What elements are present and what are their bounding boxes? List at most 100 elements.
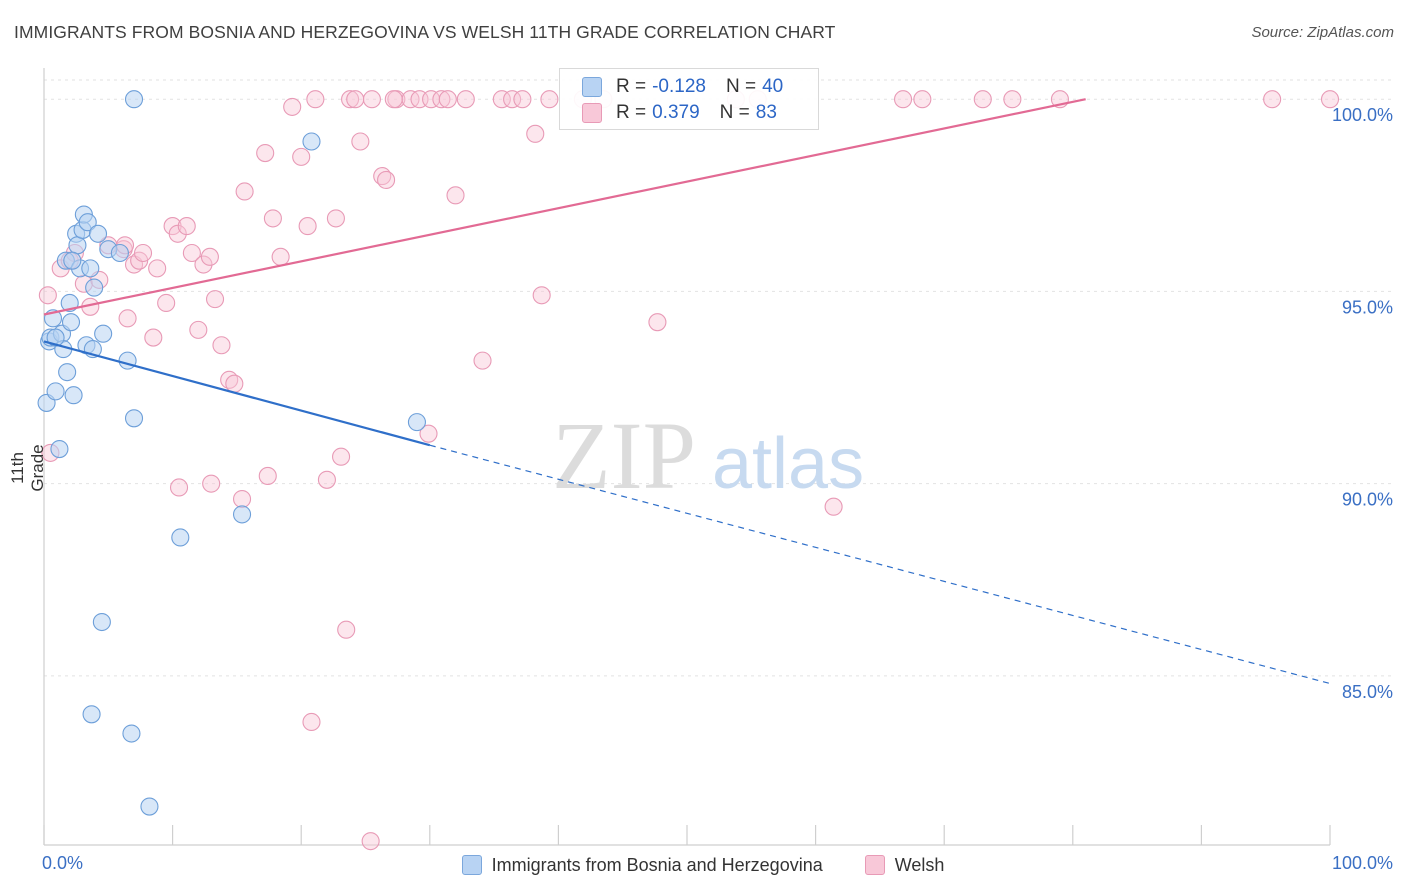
welsh-point: [540, 90, 559, 109]
welsh-point: [526, 124, 545, 143]
x-tick-label: 100.0%: [1332, 853, 1393, 873]
axes: [43, 68, 1331, 846]
welsh-point: [377, 170, 396, 189]
welsh-point: [503, 90, 522, 109]
welsh-point: [438, 90, 457, 109]
bosnia-points: [37, 90, 426, 816]
chart-title: IMMIGRANTS FROM BOSNIA AND HERZEGOVINA V…: [14, 22, 836, 42]
welsh-point: [118, 309, 137, 328]
welsh-point: [326, 209, 345, 228]
welsh-point: [258, 466, 277, 486]
y-tick-label: 100.0%: [1332, 105, 1393, 125]
r-value-welsh: 0.379: [652, 102, 700, 123]
welsh-point: [225, 374, 244, 393]
source-credit: Source: ZipAtlas.com: [1251, 24, 1394, 41]
welsh-point: [824, 497, 843, 516]
welsh-point: [202, 474, 221, 493]
welsh-point: [200, 247, 219, 266]
welsh-point: [419, 424, 438, 443]
bosnia-point: [64, 386, 83, 405]
welsh-point: [271, 247, 290, 266]
welsh-point: [292, 147, 311, 166]
welsh-point: [346, 90, 365, 109]
legend-row-bosnia: R = -0.128 N = 40: [582, 75, 783, 99]
welsh-point: [232, 489, 252, 509]
welsh-point: [332, 447, 351, 466]
bosnia-point: [122, 724, 141, 743]
welsh-point: [144, 328, 163, 347]
welsh-point: [194, 255, 213, 274]
bosnia-point: [302, 132, 321, 151]
welsh-points: [38, 90, 1340, 851]
welsh-point: [1320, 90, 1340, 109]
welsh-point: [306, 90, 325, 109]
welsh-point: [432, 90, 451, 109]
welsh-point: [317, 470, 336, 489]
legend-label-bosnia: Immigrants from Bosnia and Herzegovina: [491, 854, 823, 875]
welsh-point: [263, 209, 282, 228]
bosnia-point: [46, 382, 65, 401]
welsh-point: [148, 259, 167, 278]
welsh-point: [337, 620, 356, 639]
welsh-point: [235, 182, 254, 201]
welsh-point: [38, 286, 57, 305]
bosnia-point: [63, 251, 82, 270]
welsh-point: [362, 90, 381, 109]
watermark-atlas: atlas: [712, 424, 864, 504]
welsh-point: [1263, 90, 1282, 109]
r-value-bosnia: -0.128: [652, 76, 706, 97]
bosnia-point: [81, 259, 100, 278]
y-tick-label: 95.0%: [1342, 297, 1393, 317]
tick-labels: 100.0% 95.0% 90.0% 85.0% 0.0% 100.0%: [42, 105, 1393, 873]
legend-swatch-welsh: [864, 855, 885, 875]
trend-line-solid: [43, 98, 1086, 316]
bosnia-point: [85, 278, 104, 297]
bosnia-point: [124, 409, 144, 428]
correlation-legend: R = -0.128 N = 40 R = 0.379 N = 83: [559, 68, 819, 130]
welsh-point: [283, 97, 302, 116]
bosnia-point: [140, 797, 159, 816]
bosnia-point: [46, 328, 65, 347]
r-label: R =: [616, 102, 647, 123]
y-tick-label: 85.0%: [1342, 682, 1393, 702]
bosnia-point: [124, 90, 144, 109]
legend-item-welsh[interactable]: Welsh: [864, 855, 944, 876]
welsh-point: [492, 90, 511, 109]
bosnia-point: [78, 213, 97, 232]
welsh-point: [446, 186, 465, 205]
bosnia-point: [110, 243, 129, 263]
bosnia-point: [82, 705, 101, 724]
legend-item-bosnia[interactable]: Immigrants from Bosnia and Herzegovina: [461, 854, 823, 876]
welsh-point: [893, 90, 913, 109]
watermark: ZIP atlas: [552, 402, 864, 509]
bosnia-point: [94, 324, 113, 343]
bosnia-point: [50, 439, 69, 459]
bosnia-point: [61, 313, 81, 332]
legend-swatch-bosnia: [582, 77, 602, 97]
r-label: R =: [616, 76, 647, 97]
welsh-point: [133, 243, 153, 263]
n-value-welsh: 83: [755, 102, 777, 123]
legend-swatch-bosnia: [461, 855, 482, 875]
bosnia-point: [92, 612, 111, 632]
legend-row-welsh: R = 0.379 N = 83: [582, 101, 777, 125]
welsh-point: [189, 320, 208, 339]
n-label: N =: [725, 76, 757, 97]
n-label: N =: [719, 102, 750, 123]
gridlines: [44, 79, 1395, 677]
series-legend: Immigrants from Bosnia and Herzegovina W…: [0, 852, 1406, 878]
welsh-point: [302, 712, 321, 732]
bosnia-point: [171, 528, 190, 547]
trend-line-solid: [43, 340, 431, 447]
welsh-point: [351, 132, 370, 151]
welsh-point: [182, 243, 201, 263]
bosnia-point: [58, 363, 77, 382]
x-tick-label: 0.0%: [42, 853, 83, 873]
welsh-point: [973, 90, 992, 109]
welsh-point: [298, 217, 317, 236]
y-tick-label: 90.0%: [1342, 490, 1393, 510]
bosnia-point: [407, 413, 426, 432]
welsh-point: [341, 90, 360, 109]
welsh-point: [913, 90, 932, 109]
